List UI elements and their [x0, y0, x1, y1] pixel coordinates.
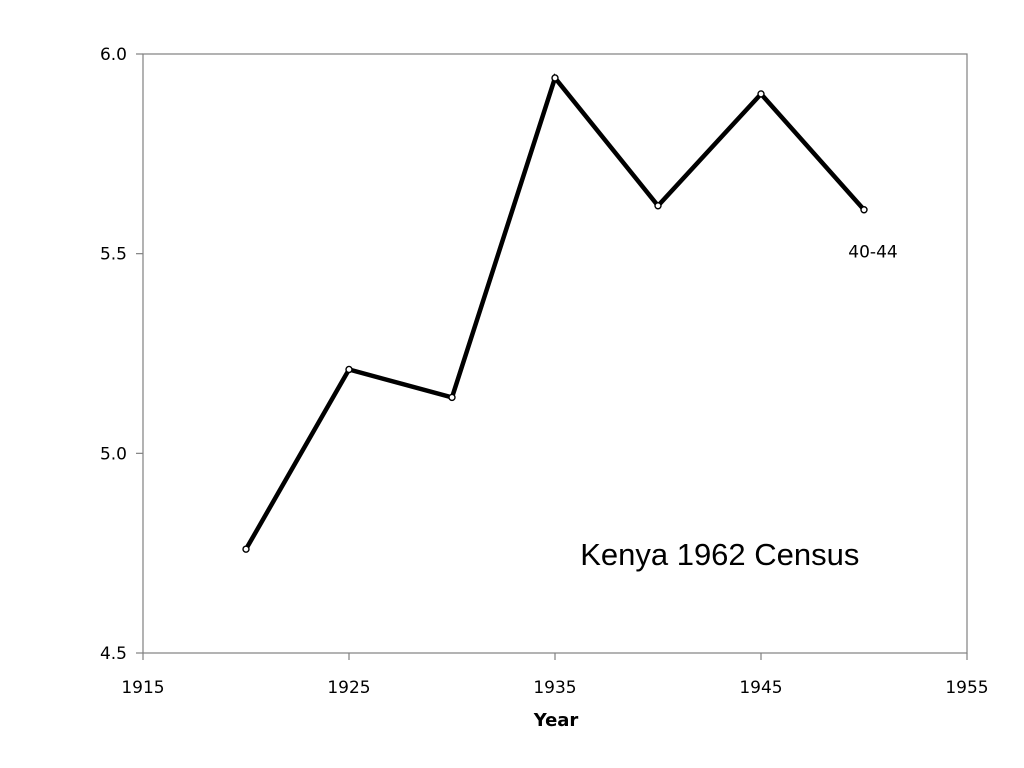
y-tick-label: 6.0	[100, 45, 127, 65]
x-tick-label: 1935	[533, 678, 576, 698]
y-tick-label: 5.0	[100, 444, 127, 464]
x-tick-label: 1925	[327, 678, 370, 698]
y-tick-label: 5.5	[100, 245, 127, 265]
data-point	[242, 545, 250, 553]
data-point	[654, 202, 662, 210]
census-label: Kenya 1962 Census	[580, 537, 859, 572]
annotation-layer: 40-44 Kenya 1962 Census	[580, 243, 898, 572]
plot-area	[142, 53, 968, 654]
x-tick-label: 1945	[739, 678, 782, 698]
age-group-label: 40-44	[848, 243, 897, 263]
data-point	[345, 365, 353, 374]
x-axis-ticks: 1915 1925 1935 1945 1955	[121, 653, 989, 698]
x-tick-label: 1955	[945, 678, 988, 698]
data-point	[757, 90, 765, 98]
x-axis-title: Year	[533, 710, 579, 731]
data-point	[860, 206, 868, 214]
y-tick-label: 4.5	[100, 644, 127, 664]
data-point	[448, 393, 456, 402]
x-tick-label: 1915	[121, 678, 164, 698]
series-layer	[242, 73, 868, 553]
y-axis-ticks: 4.5 5.0 5.5 6.0	[100, 45, 143, 664]
data-point	[551, 74, 559, 82]
